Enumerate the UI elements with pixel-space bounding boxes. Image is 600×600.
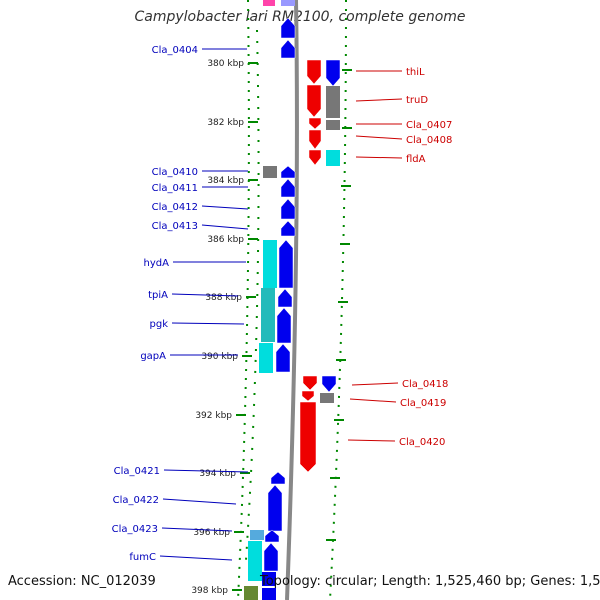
tick-label: 386 kbp — [207, 235, 244, 245]
gene-label-left: tpiA — [148, 290, 168, 301]
gene-label-right: Cla_0420 — [399, 437, 445, 448]
gene-trud — [306, 84, 322, 118]
gene-cla-0418-b — [321, 375, 337, 393]
gene-label-right: thiL — [406, 67, 425, 78]
gene-leader-line — [355, 135, 403, 140]
gene-label-left: fumC — [129, 552, 156, 563]
gene-pgk — [276, 307, 292, 344]
gene-cla-0421 — [270, 471, 286, 485]
gene-leader-line — [162, 498, 237, 505]
gene-label-right: truD — [406, 95, 428, 106]
gene-trud-partner — [326, 86, 340, 118]
gene-bottom-blue — [262, 572, 276, 586]
gene-leader-line — [355, 156, 403, 159]
gene-flda-partner — [326, 150, 340, 166]
gene-bottom-blue-b — [262, 588, 276, 600]
gene-leader-line — [161, 527, 233, 532]
gene-cla-0422 — [267, 484, 283, 532]
gene-cla-0411 — [280, 178, 296, 198]
gene-label-left: Cla_0411 — [152, 183, 198, 194]
scale-ticks: 380 kbp 382 kbp 384 kbp 386 kbp 388 kbp 390 k… — [191, 59, 352, 596]
gene-label-left: Cla_0422 — [113, 495, 159, 506]
gene-label-left: hydA — [144, 258, 170, 269]
gene-leader-line — [349, 398, 397, 403]
gene-cla-0423-b — [264, 529, 280, 543]
gene-hyda-b — [278, 239, 294, 289]
gene-top-lilac — [281, 0, 295, 6]
gene-leader-line — [159, 555, 233, 561]
tick-label: 384 kbp — [207, 176, 244, 186]
tick-label: 398 kbp — [191, 586, 228, 596]
gene-thil — [306, 59, 322, 85]
gene-labels: Cla_0404 Cla_0410 Cla_0411 Cla_0412 Cla_0413… — [112, 45, 453, 563]
gene-label-left: Cla_0410 — [152, 167, 198, 178]
gene-leader-line — [201, 205, 249, 210]
gene-hyda — [263, 240, 277, 288]
genome-backbone — [285, 0, 299, 600]
gene-cla-0408 — [308, 129, 322, 150]
gene-tpia-b — [277, 288, 293, 308]
gene-cla-0407 — [308, 117, 322, 130]
gene-cla-0410 — [263, 166, 277, 178]
gene-cla-0419-b — [301, 390, 315, 402]
gene-cla-0419 — [320, 393, 334, 403]
gene-leader-line — [163, 469, 249, 473]
gene-label-left: Cla_0413 — [152, 221, 198, 232]
tick-label: 396 kbp — [193, 528, 230, 538]
gene-tpia — [261, 288, 275, 342]
gene-fumc — [248, 541, 262, 581]
map-title: Campylobacter lari RM2100, complete geno… — [134, 9, 466, 25]
gene-cla-0412 — [280, 198, 296, 220]
gene-cla-0413 — [280, 220, 296, 237]
gene-cla-0418 — [302, 375, 318, 391]
tick-label: 382 kbp — [207, 118, 244, 128]
tick-label: 388 kbp — [205, 293, 242, 303]
gene-leader-line — [351, 382, 399, 386]
gene-features — [244, 0, 341, 600]
gene-thil-partner — [325, 59, 341, 87]
gene-bottom-olive — [244, 586, 258, 600]
gene-label-left: Cla_0412 — [152, 202, 198, 213]
gene-label-left: Cla_0404 — [152, 45, 198, 56]
gene-leader-line — [171, 322, 245, 325]
gene-top-magenta — [263, 0, 275, 6]
gene-label-left: gapA — [140, 351, 166, 362]
gene-label-right: Cla_0419 — [400, 398, 446, 409]
gene-gapa — [259, 343, 273, 373]
gene-cla-0423 — [250, 530, 264, 540]
tick-label: 392 kbp — [195, 411, 232, 421]
gene-fumc-b — [263, 542, 279, 572]
gene-leader-line — [347, 439, 396, 442]
gene-top-blue-a — [280, 17, 296, 39]
tick-label: 394 kbp — [199, 469, 236, 479]
gene-label-left: Cla_0421 — [114, 466, 160, 477]
gene-cla-0420 — [299, 401, 317, 473]
gene-label-left: Cla_0423 — [112, 524, 158, 535]
gene-label-right: fldA — [406, 154, 426, 165]
topology-label: Topology: circular; Length: 1,525,460 bp… — [260, 574, 600, 589]
gene-cla-0407-partner — [326, 120, 340, 130]
gene-gapa-b — [275, 343, 291, 373]
tick-label: 380 kbp — [207, 59, 244, 69]
gene-flda — [308, 149, 322, 166]
gene-leader-line — [201, 224, 249, 230]
accession-label: Accession: NC_012039 — [8, 574, 156, 589]
gene-label-right: Cla_0418 — [402, 379, 448, 390]
gene-leader-line — [171, 293, 239, 297]
gene-cla-0404 — [280, 39, 296, 59]
gene-cla-0410-b — [280, 165, 296, 179]
gene-label-right: Cla_0408 — [406, 135, 452, 146]
gene-label-left: pgk — [150, 319, 169, 330]
gene-leader-line — [355, 98, 403, 102]
gene-label-right: Cla_0407 — [406, 120, 452, 131]
tick-label: 390 kbp — [201, 352, 238, 362]
